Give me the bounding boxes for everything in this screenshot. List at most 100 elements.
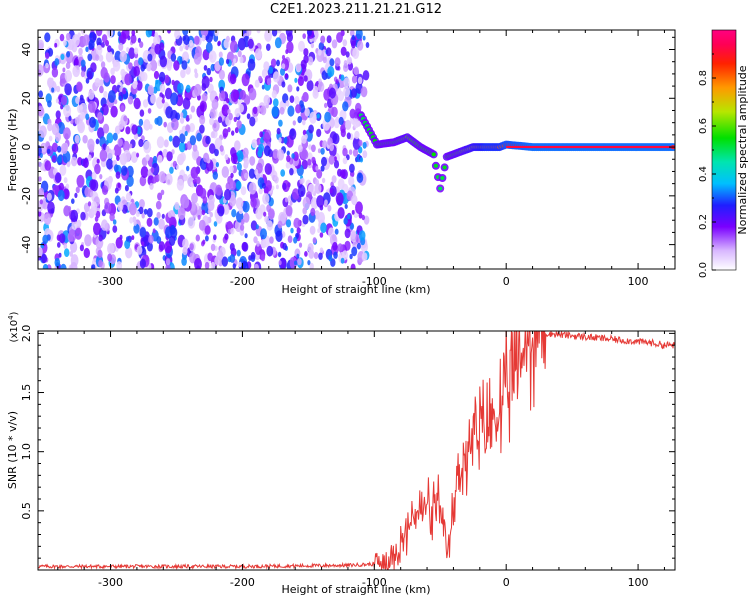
- noise-cell: [294, 95, 300, 105]
- noise-cell: [201, 209, 206, 216]
- noise-cell: [125, 247, 133, 259]
- noise-cell: [156, 211, 161, 219]
- noise-cell: [224, 154, 229, 161]
- noise-cell: [344, 204, 348, 209]
- noise-cell: [102, 123, 110, 134]
- noise-cell: [339, 169, 346, 179]
- noise-cell: [147, 84, 154, 96]
- noise-cell: [237, 37, 246, 51]
- noise-cell: [166, 63, 172, 71]
- noise-cell: [246, 30, 252, 36]
- noise-cell: [55, 98, 60, 104]
- noise-cell: [278, 137, 282, 143]
- noise-cell: [113, 144, 122, 157]
- noise-cell: [163, 139, 169, 148]
- noise-cell: [319, 247, 324, 253]
- noise-cell: [250, 220, 258, 231]
- noise-cell: [131, 30, 136, 36]
- noise-cell: [138, 57, 144, 66]
- noise-cell: [340, 257, 345, 264]
- noise-cell: [133, 220, 137, 226]
- noise-cell: [94, 163, 101, 175]
- noise-cell: [224, 189, 232, 201]
- noise-cell: [287, 235, 293, 243]
- noise-cell: [130, 151, 138, 163]
- noise-cell: [140, 166, 149, 178]
- noise-cell: [80, 70, 85, 78]
- noise-cell: [308, 144, 312, 150]
- noise-cell: [170, 53, 177, 62]
- noise-cell: [199, 115, 206, 125]
- noise-cell: [282, 182, 287, 190]
- noise-cell: [109, 53, 114, 60]
- noise-cell: [283, 137, 288, 144]
- noise-cell: [221, 166, 229, 178]
- noise-cell: [107, 243, 115, 255]
- noise-cell: [291, 153, 295, 159]
- noise-cell: [185, 66, 191, 75]
- noise-cell: [181, 257, 187, 266]
- noise-cell: [116, 261, 123, 269]
- noise-cell: [60, 95, 68, 106]
- noise-cell: [352, 47, 360, 60]
- noise-cell: [156, 116, 163, 126]
- noise-cell: [129, 202, 137, 216]
- noise-cell: [248, 182, 257, 195]
- noise-cell: [165, 106, 173, 119]
- noise-cell: [125, 126, 131, 135]
- noise-cell: [156, 96, 164, 109]
- noise-cell: [146, 208, 153, 218]
- y-tick-label: 40: [20, 43, 33, 57]
- noise-cell: [306, 80, 314, 92]
- x-tick-label: 100: [628, 275, 649, 288]
- noise-cell: [185, 115, 190, 122]
- noise-cell: [287, 105, 295, 117]
- noise-cell: [141, 241, 145, 247]
- noise-cell: [85, 77, 90, 84]
- noise-cell: [57, 242, 61, 248]
- noise-cell: [38, 90, 43, 98]
- noise-cell: [149, 59, 158, 72]
- noise-cell: [315, 165, 319, 171]
- noise-cell: [148, 234, 154, 244]
- noise-cell: [39, 199, 43, 205]
- noise-cell: [238, 206, 244, 215]
- noise-cell: [240, 224, 245, 231]
- noise-cell: [143, 119, 151, 131]
- noise-cell: [279, 106, 285, 115]
- colorbar-tick-label: 0.6: [698, 118, 709, 134]
- noise-cell: [328, 255, 333, 262]
- noise-cell: [199, 124, 205, 134]
- noise-cell: [214, 148, 219, 157]
- noise-cell: [237, 50, 242, 58]
- noise-cell: [338, 116, 344, 126]
- x-tick-label: -300: [98, 275, 123, 288]
- noise-cell: [139, 41, 144, 48]
- noise-cell: [316, 113, 320, 119]
- noise-cell: [147, 53, 153, 62]
- noise-cell: [319, 232, 324, 238]
- noise-cell: [229, 180, 236, 191]
- noise-cell: [191, 192, 198, 204]
- noise-cell: [341, 250, 349, 261]
- noise-cell: [143, 140, 152, 154]
- noise-cell: [205, 135, 211, 145]
- noise-cell: [202, 239, 206, 245]
- noise-cell: [236, 249, 241, 257]
- noise-cell: [327, 205, 332, 212]
- noise-cell: [58, 182, 64, 192]
- noise-cell: [84, 187, 91, 197]
- noise-cell: [311, 156, 316, 164]
- noise-cell: [77, 120, 85, 134]
- noise-cell: [98, 259, 103, 268]
- noise-cell: [356, 40, 364, 51]
- noise-cell: [177, 82, 184, 94]
- noise-cell: [65, 183, 70, 190]
- noise-cell: [353, 66, 359, 75]
- noise-cell: [74, 117, 80, 125]
- noise-cell: [172, 135, 180, 148]
- noise-cell: [185, 84, 191, 93]
- noise-cell: [349, 163, 355, 173]
- noise-cell: [50, 208, 55, 214]
- noise-cell: [182, 30, 189, 36]
